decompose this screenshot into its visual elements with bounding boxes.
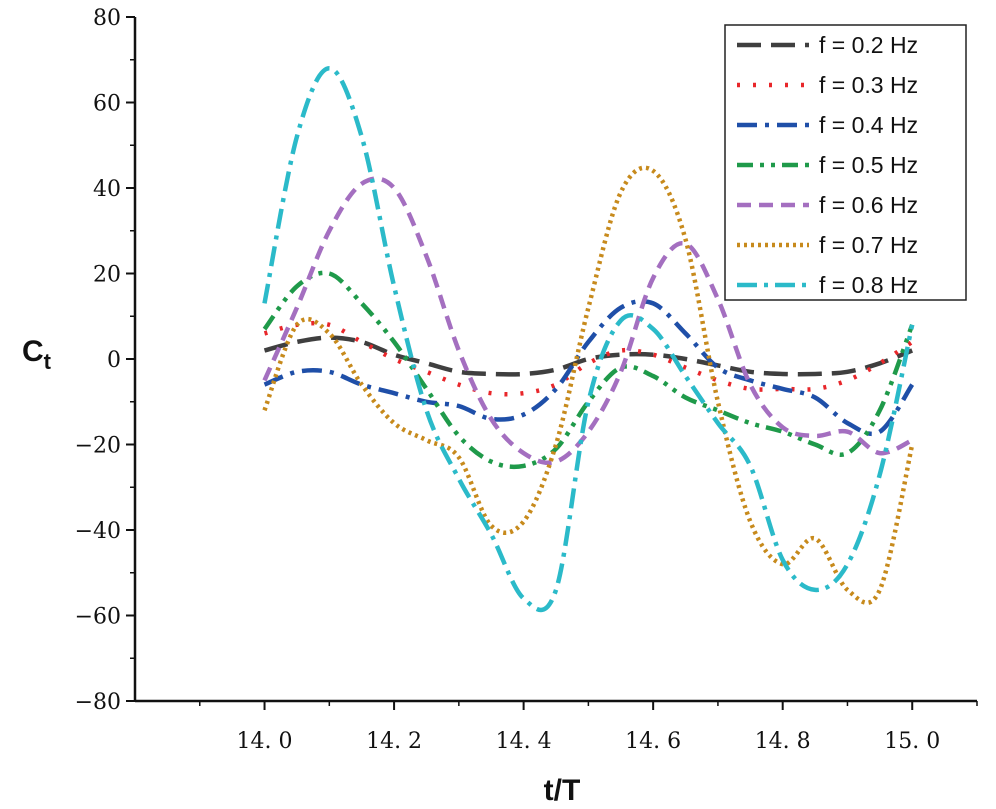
legend: f = 0.2 Hz f = 0.3 Hz f = 0.4 Hz f = 0.5 Hz…: [724, 24, 967, 301]
x-tick-label: 14. 6: [625, 729, 681, 754]
y-axis-title-sub: t: [44, 349, 52, 374]
x-tick-label: 14. 0: [237, 729, 293, 754]
y-tick-label: −40: [75, 519, 121, 544]
x-tick-label: 14. 2: [366, 729, 422, 754]
y-tick-label: −20: [75, 434, 121, 459]
x-tick-label: 14. 8: [755, 729, 811, 754]
legend-label-5: f = 0.6 Hz: [819, 192, 918, 218]
y-tick-label: −60: [75, 605, 121, 630]
series-line-4: [262, 270, 915, 470]
axis-ticks: 80 60 40 20 0 −20 −40 −60 −80 14. 0 14. 2 14. 4 14. …: [75, 6, 978, 754]
y-axis-title-main: C: [22, 335, 44, 368]
x-tick-label: 15. 0: [884, 729, 940, 754]
series-line-2: [263, 320, 914, 397]
legend-label-2: f = 0.3 Hz: [819, 72, 918, 98]
legend-box: [724, 24, 967, 301]
legend-label-7: f = 0.8 Hz: [819, 272, 918, 298]
y-tick-label: 40: [93, 177, 121, 202]
x-tick-label: 14. 4: [496, 729, 552, 754]
series-line-5: [262, 176, 914, 466]
series-lines: [262, 66, 915, 613]
y-tick-label: −80: [75, 690, 121, 715]
legend-label-6: f = 0.7 Hz: [819, 232, 918, 258]
series-line-7: [262, 66, 915, 613]
legend-label-1: f = 0.2 Hz: [819, 32, 918, 58]
x-axis-title: t/T: [544, 774, 581, 807]
legend-label-3: f = 0.4 Hz: [819, 112, 918, 138]
y-tick-label: 80: [93, 6, 121, 31]
y-tick-label: 0: [107, 348, 121, 373]
legend-label-4: f = 0.5 Hz: [819, 152, 918, 178]
y-axis-title: Ct: [22, 335, 52, 374]
series-line-6: [262, 165, 915, 606]
y-tick-label: 20: [93, 263, 121, 288]
y-tick-label: 60: [93, 92, 121, 117]
series-line-3: [263, 298, 915, 437]
